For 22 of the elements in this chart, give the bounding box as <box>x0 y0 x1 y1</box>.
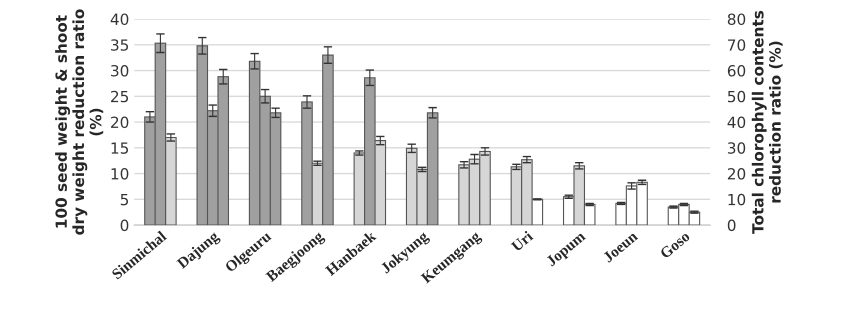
y2-axis-title: Total chlorophyll contents reduction ratio (%) <box>752 10 783 234</box>
y-tick-label: 40 <box>110 13 128 26</box>
y2-tick-label: 60 <box>728 65 746 77</box>
y-tick-label: 10 <box>112 168 128 180</box>
y-tick-label: 15 <box>112 142 128 154</box>
x-tick-label: Uri <box>510 230 534 252</box>
y2-tick-label: 40 <box>728 116 746 128</box>
y2-tick-label: 0 <box>728 220 736 232</box>
y-tick-label: 20 <box>111 116 128 128</box>
y-tick-label: 0 <box>120 220 128 232</box>
y-tick-label: 30 <box>111 65 128 77</box>
y2-tick-label: 20 <box>728 168 746 180</box>
y2-tick-label: 30 <box>728 142 746 154</box>
y2-tick-label: 70 <box>728 39 746 51</box>
y-axis-title: 100 seed weight & shoot dry weight reduction ratio (%) <box>55 9 104 235</box>
y2-tick-label: 80 <box>728 13 746 26</box>
x-tick-label: Goso <box>659 230 690 259</box>
y2-tick-label: 50 <box>728 90 746 102</box>
y-tick-label: 25 <box>111 90 128 102</box>
y-tick-label: 35 <box>111 39 128 51</box>
y-tick-label: 5 <box>120 194 128 206</box>
y2-tick-label: 10 <box>728 194 746 206</box>
